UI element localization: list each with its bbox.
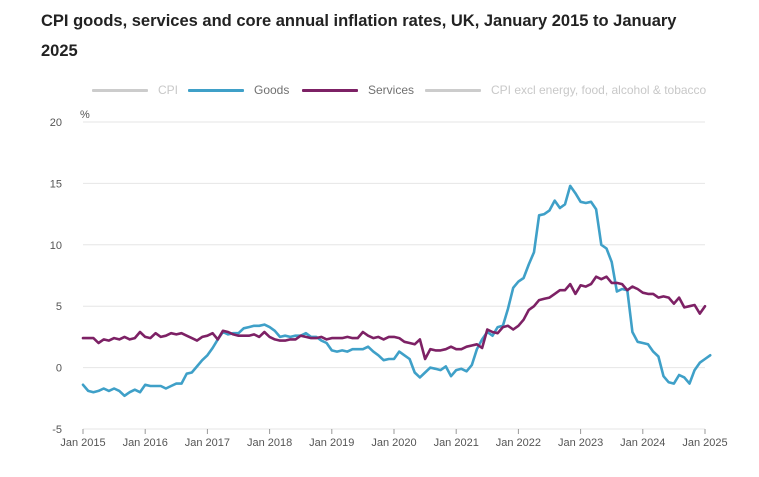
legend-swatch-goods xyxy=(188,88,244,92)
legend-swatch-cpi xyxy=(92,88,148,92)
y-tick-label: -5 xyxy=(52,424,62,436)
x-tick-label: Jan 2017 xyxy=(185,437,230,449)
legend-label-goods: Goods xyxy=(254,83,290,97)
x-tick-label: Jan 2015 xyxy=(60,437,105,449)
y-axis-unit-label: % xyxy=(80,109,90,121)
legend-item-services[interactable]: Services xyxy=(302,80,414,100)
series-line-goods[interactable] xyxy=(81,184,712,398)
y-tick-label: 10 xyxy=(50,240,62,252)
x-tick-label: Jan 2016 xyxy=(123,437,168,449)
y-tick-label: 0 xyxy=(56,363,62,375)
legend-swatch-core xyxy=(425,88,481,92)
x-tick-label: Jan 2023 xyxy=(558,437,603,449)
x-tick-label: Jan 2020 xyxy=(371,437,416,449)
legend-item-goods[interactable]: Goods xyxy=(188,80,289,100)
legend-label-cpi: CPI xyxy=(158,83,179,97)
x-tick-label: Jan 2021 xyxy=(434,437,479,449)
x-tick-label: Jan 2018 xyxy=(247,437,292,449)
x-tick-label: Jan 2024 xyxy=(620,437,665,449)
x-tick-label: Jan 2022 xyxy=(496,437,541,449)
legend-label-services: Services xyxy=(368,83,415,97)
series-line-services[interactable] xyxy=(81,275,707,361)
x-tick-label: Jan 2019 xyxy=(309,437,354,449)
chart-title: CPI goods, services and core annual infl… xyxy=(41,12,677,60)
x-tick-label: Jan 2025 xyxy=(682,437,727,449)
legend: CPI Goods Services CPI excl energy, food… xyxy=(0,80,759,100)
legend-label-core: CPI excl energy, food, alcohol & tobacco xyxy=(491,83,707,97)
y-tick-label: 20 xyxy=(50,117,62,129)
y-tick-label: 15 xyxy=(50,178,62,190)
y-tick-label: 5 xyxy=(56,301,62,313)
legend-swatch-services xyxy=(302,88,358,92)
legend-item-core[interactable]: CPI excl energy, food, alcohol & tobacco xyxy=(425,80,706,100)
legend-item-cpi[interactable]: CPI xyxy=(92,80,178,100)
